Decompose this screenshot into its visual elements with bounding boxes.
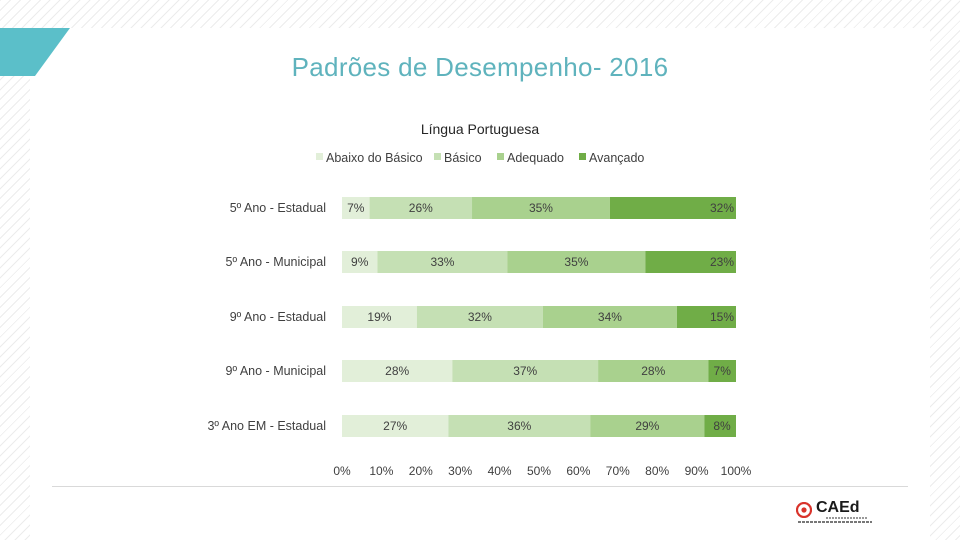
x-tick-label-8: 80% <box>645 464 669 478</box>
x-tick-label-0: 0% <box>333 464 351 478</box>
bar-0-1 <box>369 197 473 219</box>
bar-4-2 <box>590 415 705 437</box>
data-label-0-0: 7% <box>347 201 365 215</box>
data-label-3-0: 28% <box>385 364 409 378</box>
x-tick-label-5: 50% <box>527 464 551 478</box>
bar-3-1 <box>452 360 599 382</box>
bar-0-3 <box>609 197 736 219</box>
bar-4-1 <box>448 415 591 437</box>
legend-label-0: Abaixo do Básico <box>326 151 423 165</box>
data-label-4-2: 29% <box>635 419 659 433</box>
legend-label-2: Adequado <box>507 151 564 165</box>
x-tick-label-3: 30% <box>448 464 472 478</box>
data-label-3-1: 37% <box>513 364 537 378</box>
data-label-3-2: 28% <box>641 364 665 378</box>
footer-divider <box>52 486 908 487</box>
logo-subtext <box>798 521 872 523</box>
data-label-3-3: 7% <box>714 364 732 378</box>
data-label-1-3: 23% <box>710 255 734 269</box>
x-tick-label-4: 40% <box>488 464 512 478</box>
bar-4-3 <box>704 415 736 437</box>
logo-tagline <box>826 517 868 519</box>
data-label-1-1: 33% <box>430 255 454 269</box>
data-label-1-2: 35% <box>564 255 588 269</box>
data-label-1-0: 9% <box>351 255 369 269</box>
caed-logo-icon <box>796 502 812 518</box>
data-label-0-3: 32% <box>710 201 734 215</box>
legend-label-3: Avançado <box>589 151 644 165</box>
data-label-4-0: 27% <box>383 419 407 433</box>
data-label-2-2: 34% <box>598 310 622 324</box>
legend-swatch-3 <box>579 153 586 160</box>
data-label-0-1: 26% <box>409 201 433 215</box>
bar-3-0 <box>342 360 453 382</box>
category-label-4: 3º Ano EM - Estadual <box>207 419 326 433</box>
data-label-4-3: 8% <box>713 419 731 433</box>
x-tick-label-1: 10% <box>369 464 393 478</box>
x-tick-label-7: 70% <box>606 464 630 478</box>
data-label-2-1: 32% <box>468 310 492 324</box>
bar-1-0 <box>342 251 378 273</box>
x-tick-label-9: 90% <box>685 464 709 478</box>
bar-2-0 <box>342 306 417 328</box>
caed-logo: CAEd <box>796 499 876 530</box>
legend-label-1: Básico <box>444 151 482 165</box>
bar-1-3 <box>645 251 736 273</box>
legend-swatch-1 <box>434 153 441 160</box>
caed-logo-text: CAEd <box>816 499 860 516</box>
bar-3-2 <box>598 360 709 382</box>
bar-2-1 <box>416 306 543 328</box>
slide-panel <box>30 28 930 540</box>
x-tick-label-6: 60% <box>566 464 590 478</box>
bar-4-0 <box>342 415 449 437</box>
data-label-4-1: 36% <box>507 419 531 433</box>
bar-1-2 <box>507 251 646 273</box>
x-tick-label-2: 20% <box>409 464 433 478</box>
category-label-0: 5º Ano - Estadual <box>230 201 326 215</box>
category-label-2: 9º Ano - Estadual <box>230 310 326 324</box>
bar-2-2 <box>542 306 677 328</box>
data-label-2-3: 15% <box>710 310 734 324</box>
bar-0-2 <box>472 197 610 219</box>
data-label-2-0: 19% <box>367 310 391 324</box>
data-label-0-2: 35% <box>529 201 553 215</box>
bar-0-0 <box>342 197 370 219</box>
category-label-3: 9º Ano - Municipal <box>226 364 326 378</box>
bar-2-3 <box>676 306 736 328</box>
bar-1-1 <box>377 251 508 273</box>
legend-swatch-2 <box>497 153 504 160</box>
chart-title: Língua Portuguesa <box>421 121 540 137</box>
legend-swatch-0 <box>316 153 323 160</box>
slide-title: Padrões de Desempenho- 2016 <box>291 52 669 82</box>
bar-3-3 <box>708 360 736 382</box>
category-label-1: 5º Ano - Municipal <box>226 255 326 269</box>
x-tick-label-10: 100% <box>721 464 752 478</box>
